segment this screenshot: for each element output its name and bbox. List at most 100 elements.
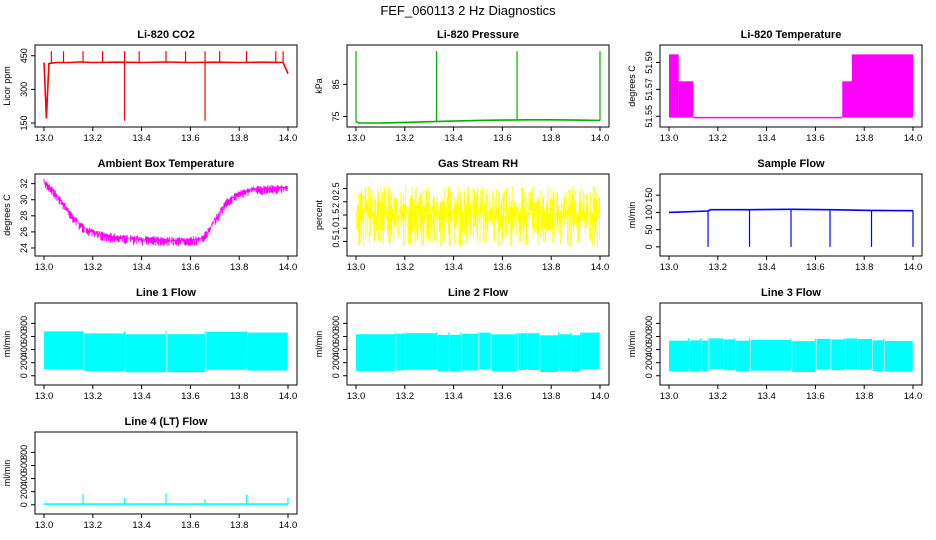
flow-band xyxy=(689,340,701,372)
chart-title: Line 3 Flow xyxy=(761,287,821,299)
y-tick-label: 0.5 xyxy=(331,235,341,248)
plot-data xyxy=(44,493,289,505)
flow-band xyxy=(206,331,247,370)
y-axis-label: degrees C xyxy=(2,194,12,236)
x-tick-label: 13.8 xyxy=(855,391,874,402)
y-axis-label: ml/min xyxy=(627,331,637,358)
x-tick-label: 14.0 xyxy=(279,133,298,144)
flow-band xyxy=(581,332,600,370)
plot-data xyxy=(355,186,600,247)
y-tick-label: 0 xyxy=(644,244,654,249)
y-tick-label: 600 xyxy=(644,329,654,344)
temp-segment xyxy=(852,54,913,118)
x-tick-label: 14.0 xyxy=(279,391,298,402)
flow-band xyxy=(491,334,517,372)
y-tick-label: 400 xyxy=(19,342,29,357)
y-tick-label: 450 xyxy=(19,48,29,63)
x-tick-label: 13.2 xyxy=(84,520,103,531)
y-tick-label: 1.0 xyxy=(331,222,341,235)
flow-band xyxy=(709,338,723,370)
x-tick-label: 13.6 xyxy=(493,133,512,144)
y-tick-label: 24 xyxy=(19,243,29,253)
plot-data xyxy=(669,54,913,119)
flow-band xyxy=(167,334,205,373)
x-tick-label: 13.4 xyxy=(132,391,151,402)
x-tick-label: 13.6 xyxy=(493,391,512,402)
x-tick-label: 13.6 xyxy=(493,262,512,273)
plot-frame xyxy=(346,302,610,386)
y-tick-label: 75 xyxy=(331,112,341,122)
temp-segment xyxy=(842,81,852,118)
y-tick-label: 0 xyxy=(19,373,29,378)
chart-panel: Line 2 Flow ml/min 13.0 13.2 13.4 13.6 13.8 14.… xyxy=(314,287,610,402)
series-line xyxy=(668,208,914,214)
y-tick-label: 200 xyxy=(644,355,654,370)
x-tick-label: 13.2 xyxy=(396,133,415,144)
y-tick-label: 400 xyxy=(19,471,29,486)
x-tick-label: 13.8 xyxy=(855,262,874,273)
y-tick-label: 100 xyxy=(644,205,654,220)
y-tick-label: 200 xyxy=(19,355,29,370)
y-tick-label: 1.5 xyxy=(331,209,341,222)
y-tick-label: 200 xyxy=(19,484,29,499)
y-tick-label: 800 xyxy=(331,316,341,331)
y-tick-label: 2.0 xyxy=(331,196,341,209)
x-tick-label: 13.8 xyxy=(230,391,249,402)
y-axis-label: ml/min xyxy=(2,331,12,358)
x-tick-label: 13.2 xyxy=(396,262,415,273)
x-tick-label: 13.4 xyxy=(757,391,776,402)
flow-band xyxy=(736,340,750,372)
plot-data xyxy=(43,51,289,121)
x-tick-label: 13.0 xyxy=(347,262,366,273)
chart-title: Li-820 CO2 xyxy=(137,29,194,41)
plot-data xyxy=(356,332,600,372)
y-tick-label: 400 xyxy=(331,342,341,357)
chart-title: Sample Flow xyxy=(757,158,825,170)
y-tick-label: 600 xyxy=(19,329,29,344)
y-tick-label: 51.59 xyxy=(644,51,654,74)
x-tick-label: 13.8 xyxy=(230,133,249,144)
plot-data xyxy=(669,338,913,372)
flow-band xyxy=(571,335,581,372)
y-axis-label: degrees C xyxy=(627,65,637,107)
y-tick-label: 150 xyxy=(19,115,29,130)
x-tick-label: 13.6 xyxy=(181,391,200,402)
temp-segment xyxy=(678,81,694,118)
x-tick-label: 13.8 xyxy=(542,133,561,144)
x-tick-label: 14.0 xyxy=(591,391,610,402)
chart-title: Li-820 Temperature xyxy=(741,29,842,41)
x-tick-label: 13.2 xyxy=(709,262,728,273)
x-tick-label: 13.2 xyxy=(709,391,728,402)
flow-band xyxy=(884,340,913,372)
y-tick-label: 32 xyxy=(19,179,29,189)
x-tick-label: 13.6 xyxy=(806,391,825,402)
x-tick-label: 13.2 xyxy=(396,391,415,402)
x-tick-label: 13.0 xyxy=(347,133,366,144)
flow-band xyxy=(44,331,83,370)
chart-title: Line 4 (LT) Flow xyxy=(125,416,208,428)
plot-frame xyxy=(34,431,298,515)
flow-band xyxy=(831,339,845,371)
chart-panel: Ambient Box Temperature degrees C 13.0 13.2… xyxy=(2,158,298,273)
flow-band xyxy=(528,333,539,370)
y-tick-label: 26 xyxy=(19,227,29,237)
y-tick-label: 600 xyxy=(19,458,29,473)
chart-panel: Gas Stream RH percent 13.0 13.2 13.4 13.6 13.8… xyxy=(314,158,610,273)
y-tick-label: 800 xyxy=(19,445,29,460)
flow-band xyxy=(723,339,735,371)
y-tick-label: 800 xyxy=(19,316,29,331)
x-tick-label: 13.8 xyxy=(230,520,249,531)
x-tick-label: 13.8 xyxy=(542,262,561,273)
x-tick-label: 13.0 xyxy=(660,133,679,144)
flow-band xyxy=(449,334,461,372)
x-tick-label: 13.2 xyxy=(709,133,728,144)
x-tick-label: 13.4 xyxy=(444,262,463,273)
y-axis-label: percent xyxy=(314,199,324,230)
x-tick-label: 13.8 xyxy=(542,391,561,402)
y-axis-label: ml/min xyxy=(314,331,324,358)
x-tick-label: 14.0 xyxy=(591,262,610,273)
flow-band xyxy=(247,332,288,371)
chart-panel: Sample Flow ml/min 13.0 13.2 13.4 13.6 13.8 14.… xyxy=(627,158,923,273)
flow-band xyxy=(858,339,872,370)
